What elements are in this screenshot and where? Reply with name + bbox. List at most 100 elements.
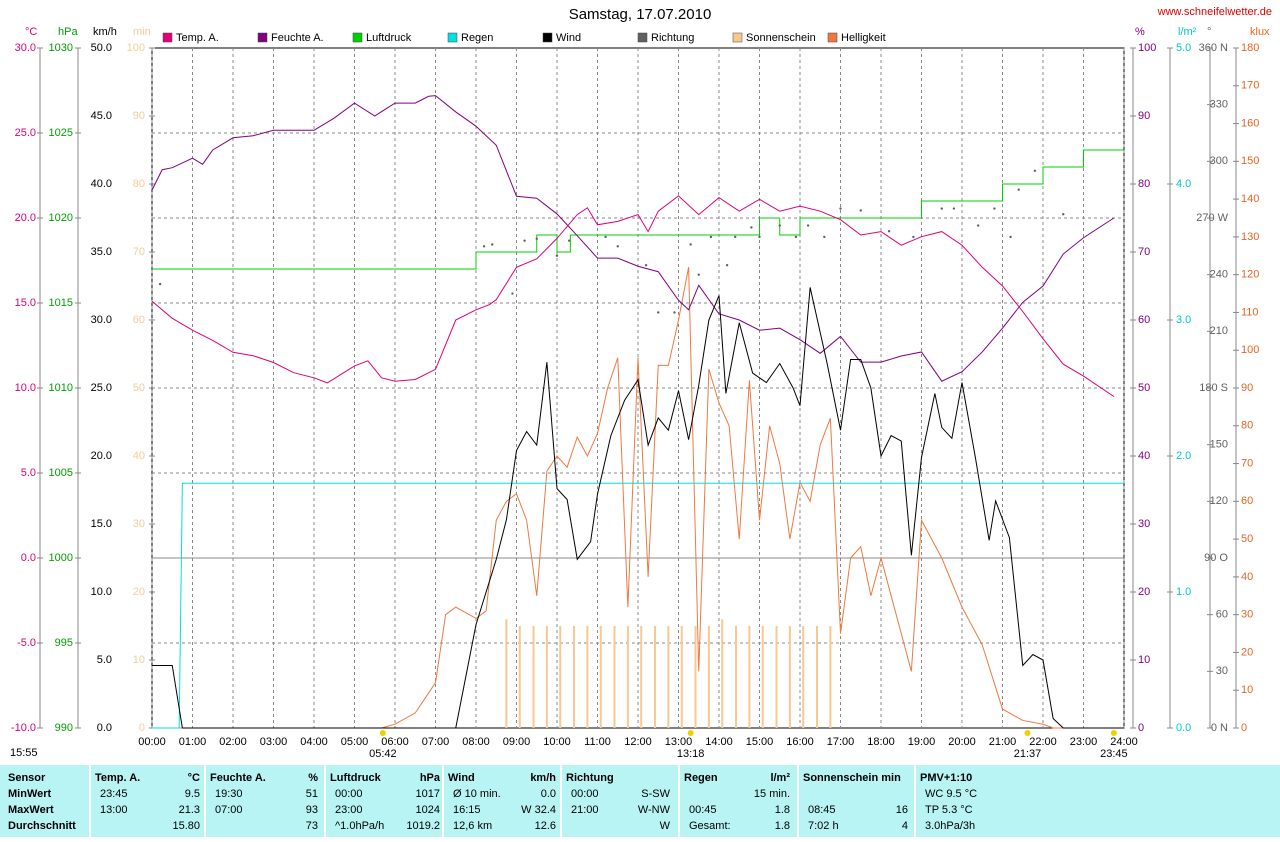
table-row-label: Durchschnitt [8,820,76,832]
table-cell: W 32.4 [521,804,556,816]
x-tick-label: 05:00 [341,736,369,748]
y-tick-label: 0 N [1211,722,1228,734]
y-tick-label: 2.0 [1176,450,1191,462]
y-tick-label: 1010 [49,382,73,394]
x-tick-label: 09:00 [503,736,531,748]
table-cell: S-SW [641,788,670,800]
legend-label: Regen [461,32,493,44]
sunshine-bar [505,619,508,728]
direction-dot [604,235,607,239]
direction-dot [750,226,753,229]
y-tick-label: 20.0 [91,450,112,462]
direction-dot [567,239,571,242]
table-header-unit: km/h [530,772,556,784]
direction-dot [535,237,538,240]
sunshine-bar [626,626,629,728]
x-tick-label: 22:00 [1029,736,1057,748]
y-tick-label: 20 [1241,646,1253,658]
table-cell: WC 9.5 °C [925,788,977,800]
x-tick-label: 07:00 [422,736,450,748]
y-tick-label: 330 [1210,99,1228,111]
y-tick-label: 150 [1210,439,1228,451]
table-header: Regen [684,772,718,784]
x-tick-label: 03:00 [260,736,288,748]
sunshine-bar [654,626,657,728]
chart-title: Samstag, 17.07.2010 [569,6,712,23]
legend-label: Luftdruck [366,32,412,44]
sunshine-bar [559,626,562,728]
table-header: Temp. A. [95,772,140,784]
y-tick-label: 140 [1241,193,1259,205]
y-tick-label: 0 [139,722,145,734]
y-tick-label: 160 [1241,117,1259,129]
y-tick-label: 40.0 [91,178,112,190]
y-tick-label: 5.0 [21,467,36,479]
y-tick-label: 1000 [49,552,73,564]
y-tick-label: 1005 [49,467,73,479]
table-cell: 23:00 [335,804,363,816]
table-cell: 1024 [416,804,440,816]
sunshine-bar [586,626,589,728]
y-tick-label: 20.0 [15,212,36,224]
x-tick-label: 24:00 [1110,736,1138,748]
legend-swatch [542,32,553,43]
y-tick-label: 100 [1241,344,1259,356]
direction-dot [794,235,798,239]
event-marker [1024,730,1031,736]
direction-dot [158,282,162,286]
y-tick-label: 60 [133,314,145,326]
table-cell: 4 [902,820,908,832]
y-tick-label: 990 [55,722,73,734]
y-tick-label: 170 [1241,80,1259,92]
y-tick-label: 50 [1241,533,1253,545]
axis-header: min [133,26,151,38]
table-cell: 1019.2 [406,820,440,832]
y-tick-label: 15.0 [91,518,112,530]
table-cell: 1.8 [775,804,790,816]
table-cell: 23:45 [100,788,128,800]
direction-dot [511,292,514,295]
table-cell: 00:45 [689,804,717,816]
direction-dot [644,264,648,267]
y-tick-label: 1030 [49,42,73,54]
y-tick-label: 150 [1241,155,1259,167]
legend-label: Feuchte A. [271,32,324,44]
axis-header: km/h [93,26,117,38]
event-marker [379,730,386,736]
table-cell: 9.5 [185,788,200,800]
series-line [151,95,1115,382]
y-tick-label: 50.0 [91,42,112,54]
axis-header: °C [25,26,37,38]
y-tick-label: 10 [1241,684,1253,696]
y-tick-label: 3.0 [1176,314,1191,326]
sunshine-bar [680,626,683,728]
x-tick-label: 14:00 [705,736,733,748]
direction-dot [523,239,526,242]
direction-dot [1033,169,1037,172]
sunshine-bar [640,626,643,728]
y-tick-label: 90 O [1204,552,1228,564]
axis-header: hPa [58,26,78,38]
y-tick-label: 60 [1138,314,1150,326]
y-tick-label: 70 [1138,246,1150,258]
y-tick-label: 10.0 [15,382,36,394]
annotation: 23:45 [1100,748,1128,760]
x-tick-label: 21:00 [989,736,1017,748]
y-tick-label: 100 [1138,42,1156,54]
table-header-unit: °C [188,772,200,784]
legend-swatch [732,32,743,43]
table-header: Wind [448,772,475,784]
table-cell: 16 [896,804,908,816]
y-tick-label: 80 [1138,178,1150,190]
y-tick-label: 30 [1138,518,1150,530]
table-header-unit: % [308,772,318,784]
table-header: Sensor [8,772,46,784]
y-tick-label: 15.0 [15,297,36,309]
direction-dot [616,245,619,248]
legend-swatch [637,32,648,43]
y-tick-label: 180 [1241,42,1259,54]
y-tick-label: 130 [1241,231,1259,243]
table-cell: 15 min. [754,788,790,800]
y-tick-label: 210 [1210,325,1228,337]
